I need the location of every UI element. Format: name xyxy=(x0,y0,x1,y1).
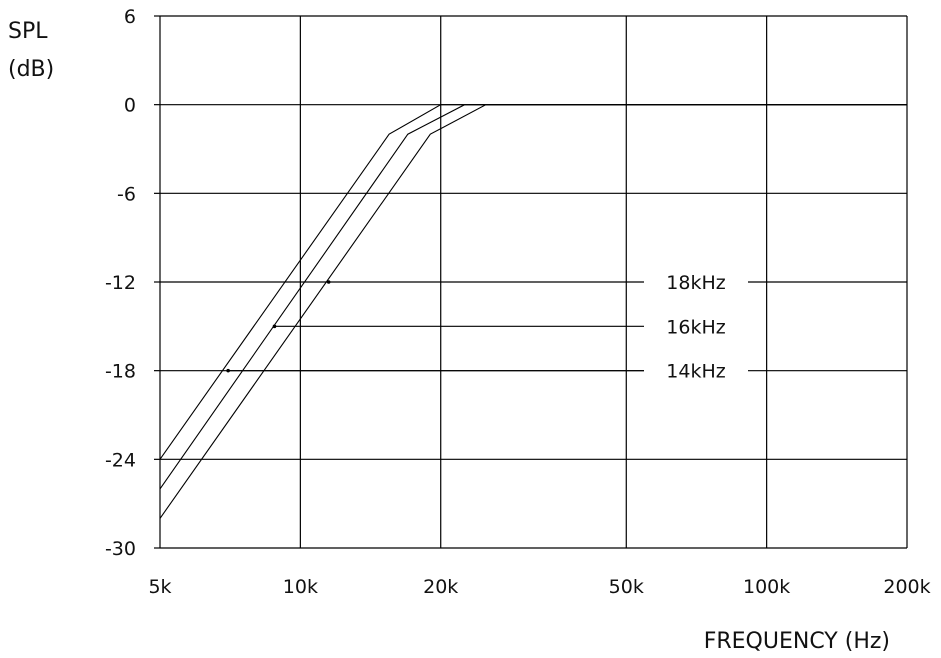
y-tick-label: 6 xyxy=(124,6,136,28)
y-tick-label: -18 xyxy=(105,361,136,383)
callout-label-16kHz: 16kHz xyxy=(666,316,725,338)
y-tick-label: -12 xyxy=(105,272,136,294)
callout-bg xyxy=(644,358,748,383)
x-tick-label: 200k xyxy=(883,576,930,598)
series-group xyxy=(159,104,907,519)
x-axis-label: FREQUENCY (Hz) xyxy=(704,629,890,654)
y-tick-label: -24 xyxy=(105,449,136,471)
callout-group: 18kHz 16kHz 14kHz xyxy=(228,270,748,383)
series-line-16kHz xyxy=(159,104,907,490)
y-tick-label: -30 xyxy=(105,538,136,560)
y-tick-label: -6 xyxy=(117,183,136,205)
callout-bg xyxy=(644,270,748,294)
x-tick-label: 5k xyxy=(148,576,171,598)
series-line-18kHz xyxy=(159,104,907,519)
x-tick-label: 10k xyxy=(283,576,318,598)
x-tick-label: 100k xyxy=(743,576,790,598)
callout-bg xyxy=(644,314,748,339)
x-tick-labels: 5k 10k 20k 50k 100k 200k xyxy=(148,576,930,598)
x-tick-label: 20k xyxy=(423,576,458,598)
y-tick-labels: 6 0 -6 -12 -18 -24 -30 xyxy=(105,6,136,560)
y-axis-label-line2: (dB) xyxy=(8,57,54,82)
callout-label-14kHz: 14kHz xyxy=(666,361,725,383)
x-tick-label: 50k xyxy=(609,576,644,598)
y-axis-label-line1: SPL xyxy=(8,19,48,44)
y-tick-label: 0 xyxy=(124,95,136,117)
callout-label-18kHz: 18kHz xyxy=(666,272,725,294)
